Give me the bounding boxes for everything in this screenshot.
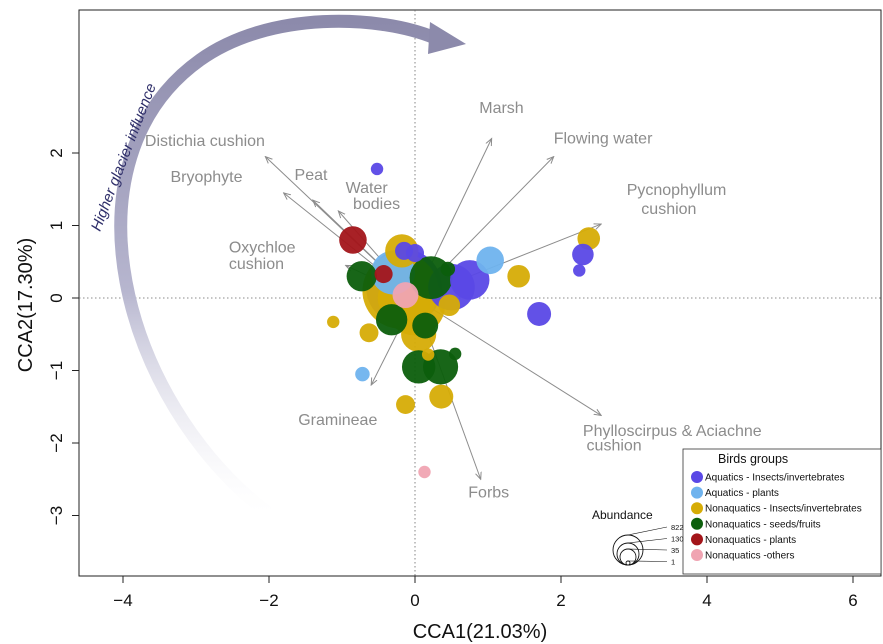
env-vector-label: Gramineae <box>298 412 377 429</box>
data-point <box>572 243 594 266</box>
data-point <box>527 301 552 326</box>
legend-swatch <box>691 471 703 483</box>
env-vector-label: cushion <box>641 201 696 218</box>
y-tick-label: −1 <box>47 361 66 380</box>
data-point <box>375 304 408 336</box>
x-tick-label: 2 <box>556 591 565 610</box>
env-vector-label: Phylloscirpus & Aciachne <box>583 423 762 440</box>
env-vector-label: Flowing water <box>554 131 653 148</box>
x-tick-label: −2 <box>259 591 278 610</box>
data-point <box>396 395 415 415</box>
env-vector-label: Water <box>346 180 389 197</box>
size-legend-leader <box>627 538 668 544</box>
env-vector-label: Oxychloe <box>229 239 296 256</box>
data-point <box>370 162 384 176</box>
data-point <box>346 261 377 292</box>
legend-swatch <box>691 549 703 561</box>
size-legend-title: Abundance <box>592 508 653 522</box>
env-vector-label: Peat <box>295 167 328 184</box>
data-point <box>405 244 425 263</box>
size-legend-value: 130 <box>671 535 684 544</box>
size-legend-circles: 822 130 35 1 <box>612 523 684 567</box>
y-tick-label: 0 <box>47 293 66 302</box>
legend-swatch <box>691 486 703 499</box>
size-legend-leader <box>627 526 668 536</box>
size-legend-leader <box>627 560 668 562</box>
legend-swatch <box>691 533 703 546</box>
y-axis-ticks: −3 −2 −1 0 1 2 <box>47 148 79 525</box>
reference-lines <box>79 10 881 576</box>
data-point <box>421 348 435 361</box>
legend-entries: Aquatics - Insects/invertebrates Aquatics… <box>691 471 862 562</box>
legend-label: Nonaquatics - seeds/fruits <box>705 519 821 530</box>
legend-label: Nonaquatics -others <box>705 551 795 562</box>
legend: Birds groups Aquatics - Insects/inverteb… <box>682 448 882 575</box>
data-point <box>339 226 367 254</box>
data-point <box>327 315 340 329</box>
y-tick-label: 1 <box>47 221 66 230</box>
env-vector-label: Pycnophyllum <box>627 182 727 199</box>
y-tick-label: −2 <box>47 433 66 452</box>
data-point <box>440 261 456 277</box>
data-point <box>392 282 419 309</box>
legend-label: Nonaquatics - Insects/invertebrates <box>705 504 862 515</box>
size-legend-circle <box>619 548 637 566</box>
env-vector-arrow <box>414 297 601 415</box>
x-tick-label: 0 <box>410 591 419 610</box>
size-legend-value: 1 <box>671 558 675 567</box>
env-vector-label: Distichia cushion <box>145 133 265 150</box>
legend-label: Nonaquatics - plants <box>705 535 796 546</box>
legend-label: Aquatics - plants <box>705 488 779 499</box>
glacier-arrow-head <box>428 22 466 54</box>
legend-swatch <box>691 517 703 530</box>
data-point <box>429 384 454 409</box>
env-vector-label: bodies <box>353 196 400 213</box>
data-point <box>418 465 431 479</box>
plot-frame <box>78 9 882 577</box>
data-point <box>438 294 461 317</box>
data-point <box>359 323 379 343</box>
data-point <box>507 264 530 288</box>
env-vector-label: Marsh <box>479 100 523 117</box>
size-legend-leader <box>627 548 668 551</box>
legend-swatch <box>691 502 703 515</box>
y-tick-label: 2 <box>47 148 66 157</box>
bird-group-points <box>327 162 601 479</box>
data-point <box>355 366 370 382</box>
size-legend-circle <box>625 560 631 566</box>
env-vector-label: cushion <box>587 437 642 454</box>
size-legend-value: 822 <box>671 523 684 532</box>
x-tick-label: −4 <box>113 591 132 610</box>
legend-box <box>682 448 882 575</box>
y-axis-label: CCA2(17.30%) <box>15 238 37 373</box>
data-point <box>573 264 586 277</box>
data-point <box>412 312 439 339</box>
data-point <box>374 265 393 284</box>
legend-title: Birds groups <box>718 452 788 466</box>
env-vector-label: Forbs <box>468 484 509 501</box>
size-legend-value: 35 <box>671 546 679 555</box>
legend-label: Aquatics - Insects/invertebrates <box>705 473 845 484</box>
x-tick-label: 4 <box>702 591 711 610</box>
env-vector-label: Bryophyte <box>170 169 242 186</box>
x-axis-label: CCA1(21.03%) <box>413 621 548 643</box>
glacier-influence-arrow <box>114 14 442 520</box>
y-tick-label: −3 <box>47 506 66 525</box>
x-tick-label: 6 <box>848 591 857 610</box>
x-axis-ticks: −4 −2 0 2 4 6 <box>113 576 858 610</box>
data-point <box>448 347 462 361</box>
data-point <box>476 246 504 275</box>
data-point <box>450 260 490 300</box>
size-legend: Abundance 822 130 35 1 <box>592 508 684 567</box>
env-vector-label: cushion <box>229 256 284 273</box>
